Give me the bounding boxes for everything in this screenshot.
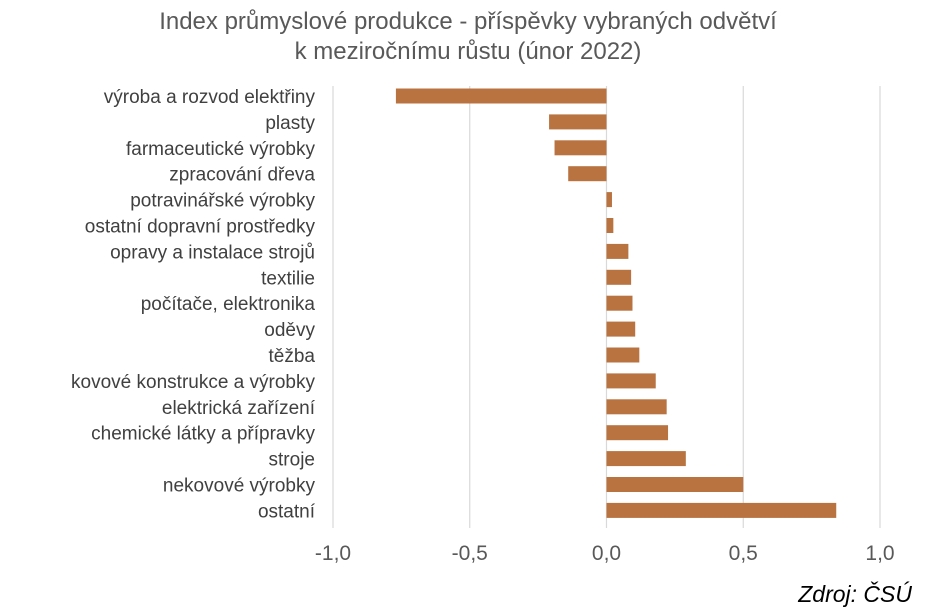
category-label: oděvy <box>264 320 315 341</box>
category-label: chemické látky a přípravky <box>91 424 315 445</box>
x-tick-label: 0,5 <box>729 542 758 565</box>
bar <box>606 373 656 389</box>
category-labels: výroba a rozvod elektřiny plasty farmaceut… <box>71 87 316 522</box>
x-tick-label: 1,0 <box>865 542 894 565</box>
category-label: zpracování dřeva <box>169 165 315 186</box>
bar <box>606 321 636 337</box>
x-tick-label: -0,5 <box>452 542 488 565</box>
bar <box>606 399 667 415</box>
chart-title-line-2: k meziročnímu růstu (únor 2022) <box>295 38 642 65</box>
category-label: potravinářské výrobky <box>130 191 315 212</box>
chart-title-line-1: Index průmyslové produkce - příspěvky vy… <box>159 8 777 35</box>
category-label: počítače, elektronika <box>141 294 316 315</box>
category-label: opravy a instalace strojů <box>110 242 315 263</box>
bar <box>606 243 629 259</box>
category-label: kovové konstrukce a výrobky <box>71 372 315 393</box>
source-note: Zdroj: ČSÚ <box>797 580 912 607</box>
category-label: ostatní dopravní prostředky <box>85 217 316 238</box>
bar <box>554 140 607 156</box>
category-label: stroje <box>269 450 315 471</box>
bars <box>395 88 837 518</box>
bar <box>568 166 607 182</box>
bar <box>606 451 686 467</box>
category-label: elektrická zařízení <box>162 398 316 419</box>
bar <box>606 502 837 518</box>
category-label: nekovové výrobky <box>163 476 316 497</box>
bar <box>606 269 632 285</box>
bar <box>606 192 612 208</box>
bar <box>395 88 607 104</box>
chart-title: Index průmyslové produkce - příspěvky vy… <box>159 8 777 65</box>
bar <box>606 218 614 233</box>
x-tick-labels: -1,0 -0,5 0,0 0,5 1,0 <box>315 542 895 565</box>
category-label: výroba a rozvod elektřiny <box>104 87 316 108</box>
category-label: textilie <box>261 268 315 289</box>
bar <box>606 347 640 363</box>
bar <box>549 114 607 130</box>
bar <box>606 477 744 492</box>
category-label: ostatní <box>258 501 316 522</box>
x-tick-label: -1,0 <box>315 542 351 565</box>
bar <box>606 425 669 441</box>
category-label: farmaceutické výrobky <box>126 139 316 160</box>
x-tick-label: 0,0 <box>592 542 621 565</box>
category-label: těžba <box>269 346 316 367</box>
category-label: plasty <box>265 113 315 134</box>
bar <box>606 295 633 311</box>
